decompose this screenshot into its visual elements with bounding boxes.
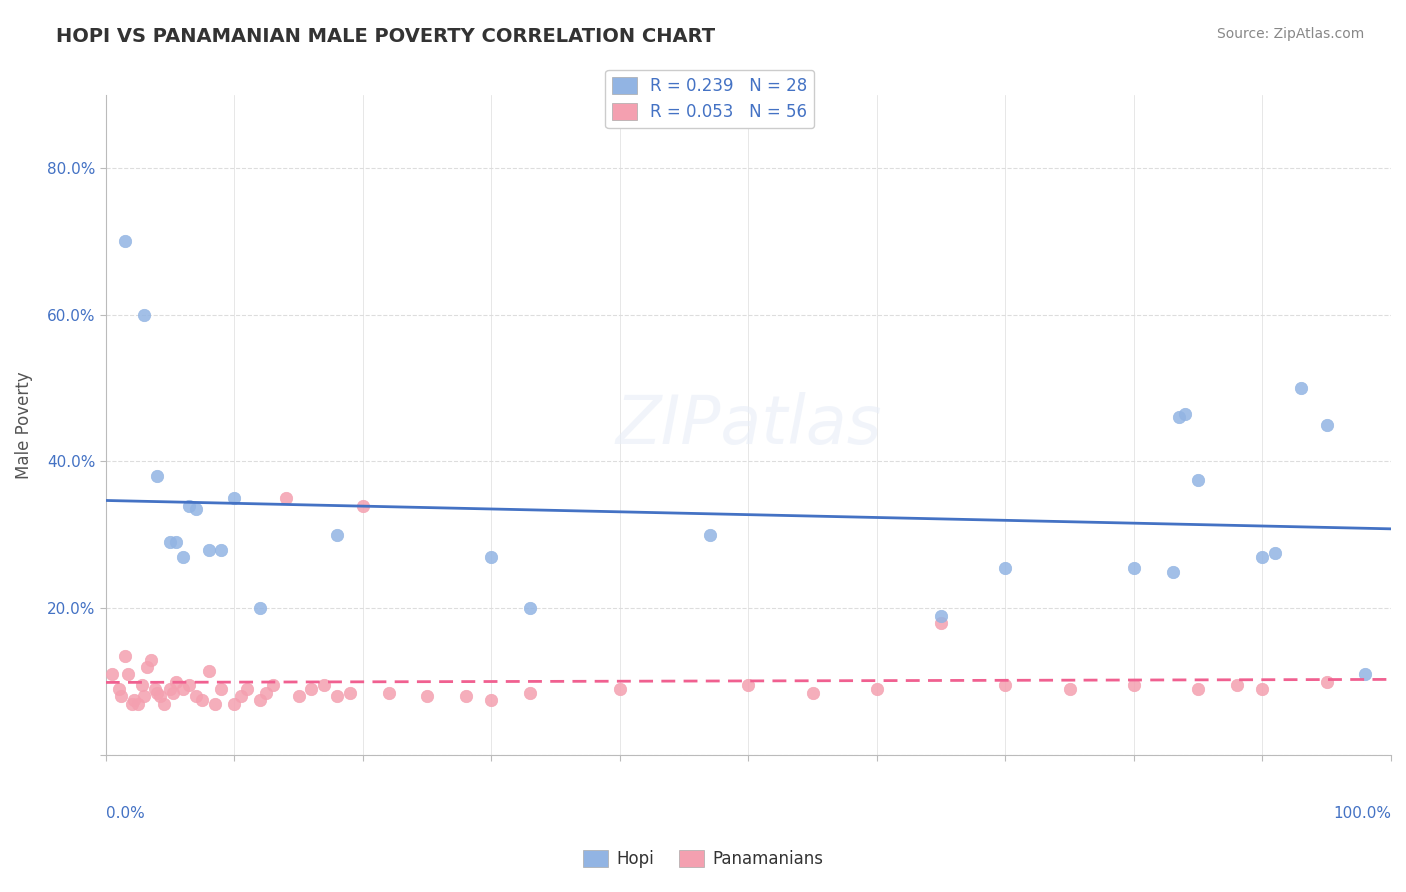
Point [1168, 410, 1191, 425]
Point [326, 690, 349, 704]
Point [139, 653, 162, 667]
Point [146, 469, 169, 483]
Point [519, 686, 541, 700]
Point [110, 690, 132, 704]
Point [184, 690, 207, 704]
Text: HOPI VS PANAMANIAN MALE POVERTY CORRELATION CHART: HOPI VS PANAMANIAN MALE POVERTY CORRELAT… [56, 27, 716, 45]
Point [146, 686, 169, 700]
Point [1123, 561, 1146, 575]
Point [191, 693, 214, 707]
Point [1161, 565, 1184, 579]
Point [609, 681, 631, 696]
Point [1264, 546, 1286, 560]
Point [172, 549, 194, 564]
Point [1316, 417, 1339, 432]
Point [166, 535, 188, 549]
Point [1251, 549, 1274, 564]
Point [229, 690, 252, 704]
Point [479, 549, 502, 564]
Point [121, 697, 143, 711]
Point [1187, 473, 1209, 487]
Point [197, 542, 219, 557]
Point [262, 678, 284, 692]
Text: ZIPatlas: ZIPatlas [616, 392, 882, 458]
Point [179, 678, 201, 692]
Point [172, 681, 194, 696]
Point [117, 667, 139, 681]
Point [114, 235, 136, 249]
Point [122, 693, 145, 707]
Point [166, 674, 188, 689]
Point [236, 681, 259, 696]
Point [127, 697, 149, 711]
Point [1289, 381, 1312, 395]
Point [1316, 674, 1339, 689]
Point [143, 681, 166, 696]
Point [1354, 667, 1376, 681]
Point [1174, 407, 1197, 421]
Text: 100.0%: 100.0% [1333, 806, 1391, 822]
Point [454, 690, 477, 704]
Point [377, 686, 399, 700]
Point [136, 660, 159, 674]
Point [197, 664, 219, 678]
Text: 0.0%: 0.0% [105, 806, 145, 822]
Point [326, 528, 349, 542]
Point [994, 561, 1017, 575]
Point [994, 678, 1017, 692]
Point [866, 681, 889, 696]
Point [152, 697, 174, 711]
Point [479, 693, 502, 707]
Point [211, 681, 233, 696]
Point [162, 686, 184, 700]
Point [339, 686, 361, 700]
Point [179, 499, 201, 513]
Point [211, 542, 233, 557]
Point [101, 667, 124, 681]
Point [134, 690, 156, 704]
Point [134, 308, 156, 322]
Point [301, 681, 323, 696]
Point [204, 697, 226, 711]
Point [114, 648, 136, 663]
Point [352, 499, 374, 513]
Legend: R = 0.239   N = 28, R = 0.053   N = 56: R = 0.239 N = 28, R = 0.053 N = 56 [606, 70, 814, 128]
Point [801, 686, 824, 700]
Point [159, 535, 181, 549]
Point [416, 690, 439, 704]
Point [224, 697, 246, 711]
Point [249, 693, 271, 707]
Point [1187, 681, 1209, 696]
Point [737, 678, 759, 692]
Point [314, 678, 336, 692]
Point [1123, 678, 1146, 692]
Point [519, 601, 541, 615]
Point [184, 502, 207, 516]
Point [699, 528, 721, 542]
Legend: Hopi, Panamanians: Hopi, Panamanians [576, 843, 830, 875]
Point [149, 690, 172, 704]
Point [159, 681, 181, 696]
Text: Source: ZipAtlas.com: Source: ZipAtlas.com [1216, 27, 1364, 41]
Point [1251, 681, 1274, 696]
Point [1059, 681, 1081, 696]
Point [274, 491, 297, 506]
Y-axis label: Male Poverty: Male Poverty [15, 371, 32, 479]
Point [256, 686, 278, 700]
Point [249, 601, 271, 615]
Point [929, 615, 952, 630]
Point [287, 690, 309, 704]
Point [224, 491, 246, 506]
Point [929, 608, 952, 623]
Point [131, 678, 153, 692]
Point [107, 681, 129, 696]
Point [1226, 678, 1249, 692]
